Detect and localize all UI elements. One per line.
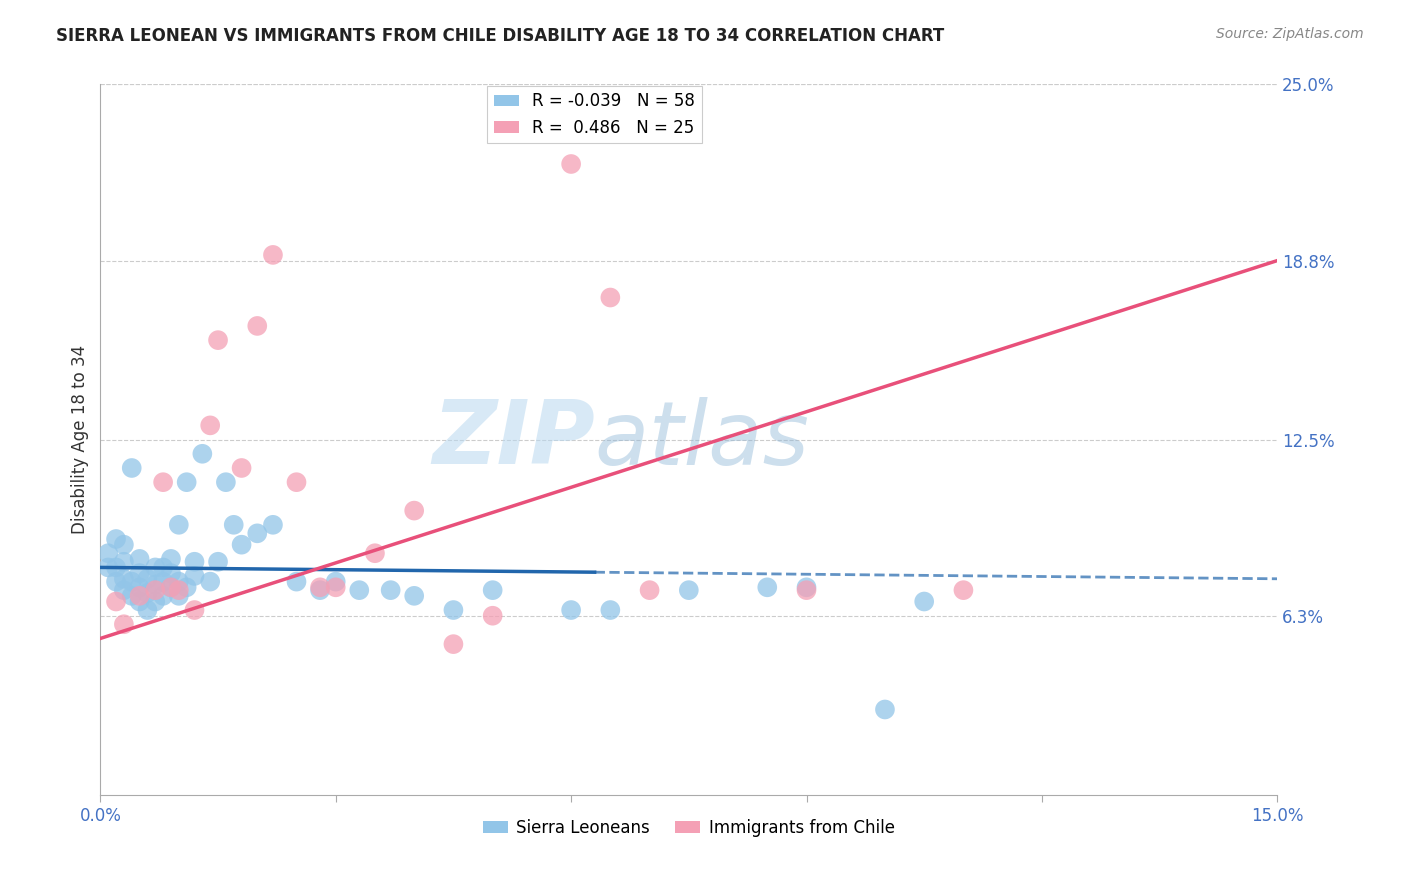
Point xyxy=(796,583,818,598)
Point xyxy=(136,572,159,586)
Point xyxy=(246,318,269,333)
Point xyxy=(560,157,582,171)
Point xyxy=(560,603,582,617)
Point xyxy=(112,555,135,569)
Point xyxy=(231,538,253,552)
Point xyxy=(167,589,190,603)
Point xyxy=(121,589,143,603)
Point xyxy=(128,580,150,594)
Point xyxy=(136,603,159,617)
Text: SIERRA LEONEAN VS IMMIGRANTS FROM CHILE DISABILITY AGE 18 TO 34 CORRELATION CHAR: SIERRA LEONEAN VS IMMIGRANTS FROM CHILE … xyxy=(56,27,945,45)
Point xyxy=(638,583,661,598)
Point xyxy=(160,566,183,580)
Point xyxy=(262,248,284,262)
Point xyxy=(160,580,183,594)
Point xyxy=(97,560,120,574)
Point xyxy=(873,702,896,716)
Point xyxy=(481,608,503,623)
Point xyxy=(678,583,700,598)
Point xyxy=(112,538,135,552)
Text: atlas: atlas xyxy=(595,397,810,483)
Point xyxy=(105,532,128,546)
Point xyxy=(152,560,174,574)
Point xyxy=(121,574,143,589)
Point xyxy=(128,566,150,580)
Point xyxy=(404,589,426,603)
Point xyxy=(207,555,229,569)
Point xyxy=(105,594,128,608)
Y-axis label: Disability Age 18 to 34: Disability Age 18 to 34 xyxy=(72,345,89,534)
Point xyxy=(364,546,387,560)
Point xyxy=(112,583,135,598)
Text: Source: ZipAtlas.com: Source: ZipAtlas.com xyxy=(1216,27,1364,41)
Point xyxy=(441,637,464,651)
Point xyxy=(285,475,308,490)
Point xyxy=(481,583,503,598)
Point xyxy=(183,555,205,569)
Point xyxy=(912,594,935,608)
Point xyxy=(262,517,284,532)
Point xyxy=(176,475,198,490)
Point xyxy=(309,583,332,598)
Point xyxy=(152,574,174,589)
Text: ZIP: ZIP xyxy=(432,396,595,483)
Point xyxy=(325,580,347,594)
Point xyxy=(246,526,269,541)
Point xyxy=(191,447,214,461)
Point xyxy=(143,583,166,598)
Point xyxy=(796,580,818,594)
Point xyxy=(325,574,347,589)
Legend: Sierra Leoneans, Immigrants from Chile: Sierra Leoneans, Immigrants from Chile xyxy=(477,812,901,843)
Point xyxy=(200,574,222,589)
Point xyxy=(183,569,205,583)
Point xyxy=(380,583,402,598)
Point xyxy=(143,594,166,608)
Point xyxy=(441,603,464,617)
Point xyxy=(207,333,229,347)
Point xyxy=(756,580,779,594)
Point xyxy=(121,461,143,475)
Point xyxy=(128,589,150,603)
Point xyxy=(200,418,222,433)
Point xyxy=(167,517,190,532)
Point xyxy=(160,580,183,594)
Point xyxy=(152,589,174,603)
Point xyxy=(349,583,371,598)
Point xyxy=(160,552,183,566)
Point xyxy=(143,560,166,574)
Point xyxy=(176,580,198,594)
Point xyxy=(112,617,135,632)
Point xyxy=(112,572,135,586)
Point xyxy=(599,291,621,305)
Point xyxy=(167,583,190,598)
Point xyxy=(309,580,332,594)
Point xyxy=(952,583,974,598)
Point xyxy=(105,560,128,574)
Point xyxy=(599,603,621,617)
Point xyxy=(128,552,150,566)
Point xyxy=(215,475,238,490)
Point xyxy=(285,574,308,589)
Point xyxy=(136,586,159,600)
Point xyxy=(167,574,190,589)
Point xyxy=(231,461,253,475)
Point xyxy=(97,546,120,560)
Point xyxy=(222,517,245,532)
Point xyxy=(183,603,205,617)
Point xyxy=(404,503,426,517)
Point xyxy=(105,574,128,589)
Point xyxy=(128,594,150,608)
Point xyxy=(152,475,174,490)
Point xyxy=(143,577,166,591)
